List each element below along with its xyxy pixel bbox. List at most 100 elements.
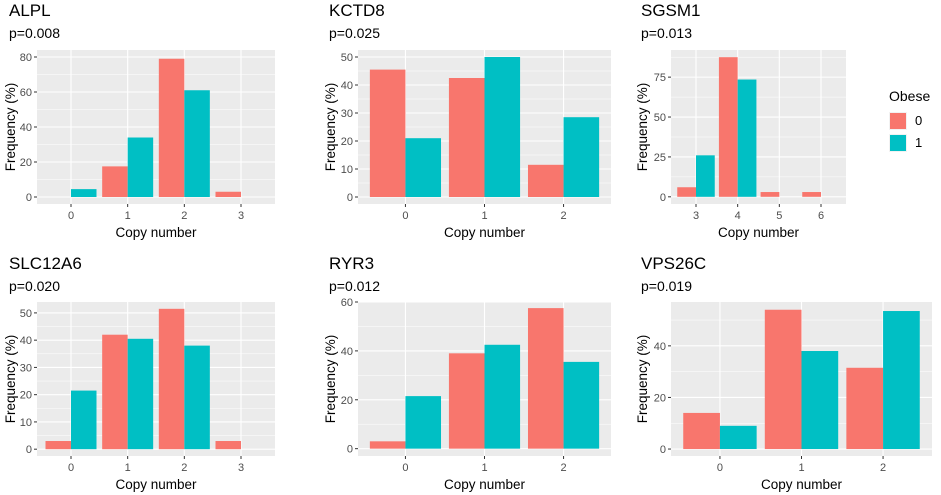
legend-key-1 bbox=[890, 135, 906, 151]
bar-series-1-cat-1 bbox=[127, 137, 154, 197]
bar-series-0-cat-5 bbox=[760, 192, 780, 197]
x-tick-label: 1 bbox=[125, 462, 131, 474]
bar-series-0-cat-4 bbox=[718, 57, 738, 197]
bar-series-1-cat-1 bbox=[127, 338, 154, 450]
y-tick-label: 20 bbox=[20, 157, 32, 169]
legend-key-0 bbox=[890, 113, 906, 129]
x-tick-label: 0 bbox=[402, 210, 408, 222]
x-tick-label: 0 bbox=[717, 462, 723, 474]
panel-p-value: p=0.012 bbox=[329, 278, 380, 294]
y-tick-label: 0 bbox=[26, 192, 32, 204]
x-axis-title: Copy number bbox=[444, 225, 526, 240]
panel-p-value: p=0.025 bbox=[329, 25, 380, 41]
bar-series-0-cat-6 bbox=[802, 192, 821, 197]
panel-title: SGSM1 bbox=[641, 1, 701, 20]
bar-series-0-cat-3 bbox=[677, 187, 696, 197]
bar-series-0-cat-1 bbox=[102, 166, 128, 197]
y-tick-label: 40 bbox=[20, 335, 32, 347]
chart-panel-sgsm1: 0 25 50 75 3 4 5 6 SGSM1 p=0.013 Copy number Freque… bbox=[635, 1, 846, 240]
x-tick-label: 4 bbox=[735, 210, 741, 222]
legend-title: Obese bbox=[889, 88, 930, 104]
panel-p-value: p=0.020 bbox=[9, 278, 60, 294]
bar-series-0-cat-2 bbox=[527, 164, 564, 197]
y-tick-label: 40 bbox=[341, 346, 353, 358]
x-tick-label: 5 bbox=[776, 210, 782, 222]
x-tick-label: 3 bbox=[238, 462, 244, 474]
bar-series-0-cat-2 bbox=[846, 367, 884, 450]
x-tick-label: 1 bbox=[798, 462, 804, 474]
bar-series-0-cat-2 bbox=[158, 308, 185, 450]
y-tick-label: 20 bbox=[20, 390, 32, 402]
legend-label-0: 0 bbox=[915, 113, 922, 128]
y-axis-title: Frequency (%) bbox=[3, 335, 18, 424]
y-tick-label: 40 bbox=[20, 122, 32, 134]
x-tick-label: 6 bbox=[818, 210, 824, 222]
bar-series-1-cat-0 bbox=[405, 396, 442, 449]
chart-panel-slc12a6: 0 10 20 30 40 50 0 1 2 3 SLC12A6 p=0.020 Copy number… bbox=[3, 254, 275, 492]
y-tick-label: 20 bbox=[341, 395, 353, 407]
bar-series-0-cat-1 bbox=[764, 309, 802, 450]
bar-series-0-cat-2 bbox=[158, 58, 185, 197]
y-tick-label: 40 bbox=[341, 80, 353, 92]
y-tick-label: 75 bbox=[654, 72, 666, 84]
bar-series-0-cat-0 bbox=[45, 441, 71, 450]
y-tick-label: 10 bbox=[341, 164, 353, 176]
x-tick-label: 2 bbox=[880, 462, 886, 474]
y-tick-label: 60 bbox=[20, 87, 32, 99]
panel-title: RYR3 bbox=[329, 254, 374, 273]
y-tick-label: 80 bbox=[20, 52, 32, 64]
y-tick-label: 10 bbox=[20, 417, 32, 429]
x-tick-label: 0 bbox=[68, 210, 74, 222]
bar-series-1-cat-2 bbox=[563, 361, 600, 449]
legend-label-1: 1 bbox=[915, 135, 922, 150]
bar-series-1-cat-1 bbox=[801, 351, 839, 450]
bar-series-1-cat-4 bbox=[737, 79, 757, 197]
chart-panel-kctd8: 0 10 20 30 40 50 0 1 2 KCTD8 p=0.025 Copy number Fre… bbox=[323, 1, 611, 240]
bar-series-0-cat-0 bbox=[369, 69, 406, 197]
bar-series-1-cat-2 bbox=[184, 345, 210, 450]
x-tick-label: 3 bbox=[693, 210, 699, 222]
bar-series-0-cat-3 bbox=[215, 191, 241, 197]
panel-p-value: p=0.019 bbox=[641, 278, 692, 294]
y-tick-label: 60 bbox=[341, 297, 353, 309]
y-tick-label: 30 bbox=[341, 108, 353, 120]
y-tick-label: 20 bbox=[654, 392, 666, 404]
y-axis-title: Frequency (%) bbox=[3, 83, 18, 172]
x-axis-title: Copy number bbox=[115, 477, 197, 492]
y-axis-title: Frequency (%) bbox=[635, 83, 650, 172]
bar-series-1-cat-0 bbox=[405, 138, 442, 197]
y-axis-title: Frequency (%) bbox=[323, 335, 338, 424]
y-tick-label: 0 bbox=[347, 192, 353, 204]
x-tick-label: 2 bbox=[181, 462, 187, 474]
y-tick-label: 30 bbox=[20, 362, 32, 374]
bar-series-1-cat-2 bbox=[563, 117, 600, 197]
bar-series-1-cat-1 bbox=[484, 344, 521, 449]
y-tick-label: 0 bbox=[26, 444, 32, 456]
bar-series-0-cat-1 bbox=[448, 78, 485, 197]
bar-series-1-cat-0 bbox=[719, 425, 757, 450]
x-tick-label: 2 bbox=[561, 462, 567, 474]
bar-series-1-cat-3 bbox=[696, 155, 715, 197]
y-tick-label: 20 bbox=[341, 136, 353, 148]
bar-series-0-cat-0 bbox=[369, 441, 406, 449]
bar-series-1-cat-1 bbox=[484, 57, 521, 197]
y-axis-title: Frequency (%) bbox=[635, 335, 650, 424]
y-tick-label: 50 bbox=[20, 308, 32, 320]
y-tick-label: 40 bbox=[654, 341, 666, 353]
panel-title: VPS26C bbox=[641, 254, 706, 273]
panel-p-value: p=0.008 bbox=[9, 25, 60, 41]
panel-title: ALPL bbox=[9, 1, 51, 20]
y-tick-label: 50 bbox=[654, 112, 666, 124]
x-tick-label: 0 bbox=[402, 462, 408, 474]
x-tick-label: 3 bbox=[238, 210, 244, 222]
chart-panel-alpl: 0 20 40 60 80 0 1 2 3 ALPL p=0.008 Copy number Frequ… bbox=[3, 1, 275, 240]
bar-series-0-cat-1 bbox=[448, 353, 485, 449]
x-tick-label: 0 bbox=[68, 462, 74, 474]
y-tick-label: 0 bbox=[347, 444, 353, 456]
panel-title: SLC12A6 bbox=[9, 254, 82, 273]
bar-series-0-cat-0 bbox=[683, 412, 720, 450]
y-tick-label: 50 bbox=[341, 52, 353, 64]
bar-series-0-cat-1 bbox=[102, 334, 128, 450]
y-tick-label: 0 bbox=[660, 192, 666, 204]
